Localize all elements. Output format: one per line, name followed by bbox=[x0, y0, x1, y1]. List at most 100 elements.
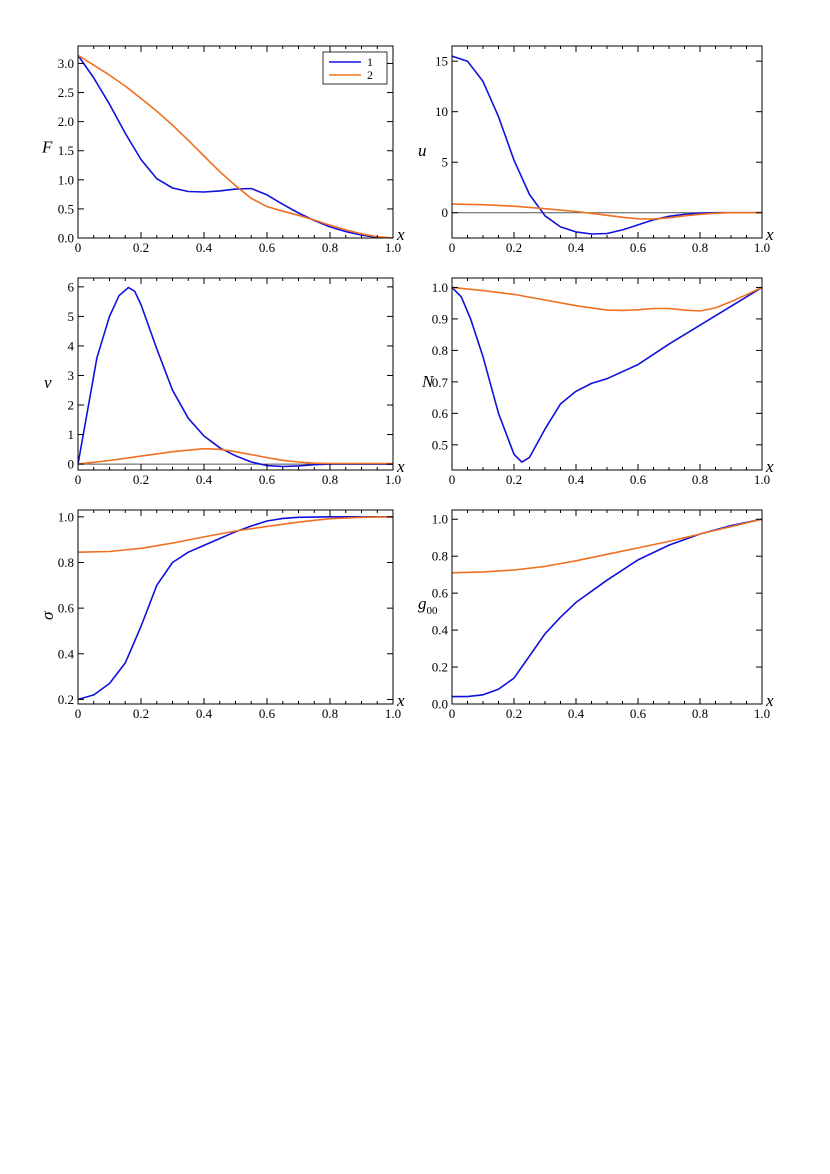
x-tick-label: 0.4 bbox=[568, 706, 585, 721]
series-1-line bbox=[78, 54, 393, 238]
y-tick-label: 0.5 bbox=[432, 437, 448, 452]
y-tick-label: 0.8 bbox=[432, 549, 448, 564]
y-tick-label: 0.8 bbox=[432, 343, 448, 358]
plot-frame bbox=[451, 45, 763, 239]
series-2-line bbox=[78, 447, 393, 465]
x-tick-label: 0.2 bbox=[133, 472, 149, 487]
y-tick-label: 1 bbox=[68, 427, 75, 442]
y-axis-label: v bbox=[44, 373, 52, 392]
y-tick-label: 0.0 bbox=[432, 697, 448, 712]
y-axis-label-base: g bbox=[418, 594, 427, 613]
chart-panel-3: 0 0.2 0.4 0.6 0.8 1.0 0 1 2 3 4 5 6 x v bbox=[44, 277, 405, 487]
legend-label-1: 1 bbox=[367, 55, 373, 69]
y-tick-label: 6 bbox=[68, 279, 75, 294]
y-tick-label: 5 bbox=[442, 155, 449, 170]
y-tick-label: 5 bbox=[68, 309, 75, 324]
y-tick-label: 1.5 bbox=[58, 143, 74, 158]
chart-panel-1: 0 0.2 0.4 0.6 0.8 1.0 0.0 0.5 1.0 1.5 2.0 2.5 3.0 x F 1… bbox=[41, 45, 405, 255]
y-tick-label: 1.0 bbox=[58, 172, 74, 187]
chart-panel-2: 0 0.2 0.4 0.6 0.8 1.0 0 5 10 15 x u bbox=[418, 45, 774, 255]
x-tick-label: 0.4 bbox=[568, 240, 585, 255]
y-tick-label: 4 bbox=[68, 338, 75, 353]
x-tick-label: 0.6 bbox=[259, 240, 276, 255]
y-axis-label: σ bbox=[38, 611, 57, 620]
series-1-line bbox=[78, 286, 393, 468]
y-tick-label: 0.6 bbox=[432, 586, 449, 601]
y-tick-label: 0.6 bbox=[58, 601, 75, 616]
y-tick-label: 2.5 bbox=[58, 85, 74, 100]
y-tick-label: 0.4 bbox=[58, 646, 75, 661]
series-1-line bbox=[452, 518, 762, 698]
series-1-line bbox=[452, 286, 762, 463]
series-1-line bbox=[452, 55, 762, 235]
x-axis-label: x bbox=[765, 457, 774, 476]
x-tick-label: 0.4 bbox=[196, 240, 213, 255]
x-tick-label: 0.8 bbox=[692, 240, 708, 255]
y-tick-label: 1.0 bbox=[432, 512, 448, 527]
x-tick-label: 1.0 bbox=[385, 472, 401, 487]
x-tick-label: 1.0 bbox=[385, 240, 401, 255]
y-tick-label: 1.0 bbox=[432, 280, 448, 295]
y-axis-label: N bbox=[421, 372, 435, 391]
y-tick-label: 0 bbox=[442, 205, 449, 220]
x-tick-label: 0.6 bbox=[259, 706, 276, 721]
x-tick-label: 0 bbox=[75, 240, 82, 255]
chart-panel-5: 0 0.2 0.4 0.6 0.8 1.00.20.40.60.81.0xσ bbox=[38, 509, 405, 721]
series-2-line bbox=[452, 286, 762, 312]
x-tick-label: 0 bbox=[75, 472, 82, 487]
x-tick-label: 0.8 bbox=[692, 706, 708, 721]
x-tick-label: 0.2 bbox=[506, 240, 522, 255]
x-axis-label: x bbox=[765, 691, 774, 710]
x-tick-label: 0.6 bbox=[630, 240, 647, 255]
x-tick-label: 0.2 bbox=[506, 472, 522, 487]
y-axis-label: F bbox=[41, 138, 53, 157]
legend-label-2: 2 bbox=[367, 68, 373, 82]
y-axis-label-subscript: 00 bbox=[427, 605, 439, 617]
x-tick-label: 0 bbox=[449, 472, 456, 487]
x-tick-label: 0.8 bbox=[322, 472, 338, 487]
x-tick-label: 0.6 bbox=[259, 472, 276, 487]
x-tick-label: 0.2 bbox=[506, 706, 522, 721]
y-tick-label: 2 bbox=[68, 398, 75, 413]
x-tick-label: 1.0 bbox=[385, 706, 401, 721]
plot-frame bbox=[77, 509, 394, 705]
plot-frame bbox=[451, 509, 763, 705]
x-tick-label: 0.2 bbox=[133, 240, 149, 255]
series-2-line bbox=[452, 203, 762, 220]
series-2-line bbox=[78, 54, 393, 238]
x-tick-label: 0.4 bbox=[568, 472, 585, 487]
x-tick-label: 0 bbox=[449, 706, 456, 721]
x-tick-label: 0.4 bbox=[196, 472, 213, 487]
x-tick-label: 1.0 bbox=[754, 706, 770, 721]
y-tick-label: 15 bbox=[435, 54, 448, 69]
x-tick-label: 0.4 bbox=[196, 706, 213, 721]
x-tick-label: 0 bbox=[449, 240, 456, 255]
plot-frame bbox=[77, 277, 394, 471]
x-tick-label: 0.8 bbox=[322, 240, 338, 255]
y-tick-label: 0.7 bbox=[432, 375, 449, 390]
x-axis-label: x bbox=[396, 691, 405, 710]
y-axis-label: g00 bbox=[418, 594, 438, 617]
x-tick-label: 0 bbox=[75, 706, 82, 721]
y-tick-label: 0.2 bbox=[432, 660, 448, 675]
y-tick-label: 3.0 bbox=[58, 56, 74, 71]
x-axis-label: x bbox=[396, 457, 405, 476]
x-axis-label: x bbox=[765, 225, 774, 244]
plot-frame bbox=[451, 277, 763, 471]
y-tick-label: 0.2 bbox=[58, 692, 74, 707]
y-tick-label: 0.8 bbox=[58, 555, 74, 570]
x-axis-label: x bbox=[396, 225, 405, 244]
y-tick-label: 1.0 bbox=[58, 509, 74, 524]
y-axis-label: u bbox=[418, 141, 427, 160]
y-tick-label: 0.4 bbox=[432, 623, 449, 638]
series-2-line bbox=[78, 516, 393, 553]
y-tick-label: 3 bbox=[68, 368, 75, 383]
x-tick-label: 0.2 bbox=[133, 706, 149, 721]
y-tick-label: 0 bbox=[68, 457, 75, 472]
legend-box bbox=[322, 51, 388, 85]
x-tick-label: 0.6 bbox=[630, 472, 647, 487]
x-tick-label: 1.0 bbox=[754, 472, 770, 487]
